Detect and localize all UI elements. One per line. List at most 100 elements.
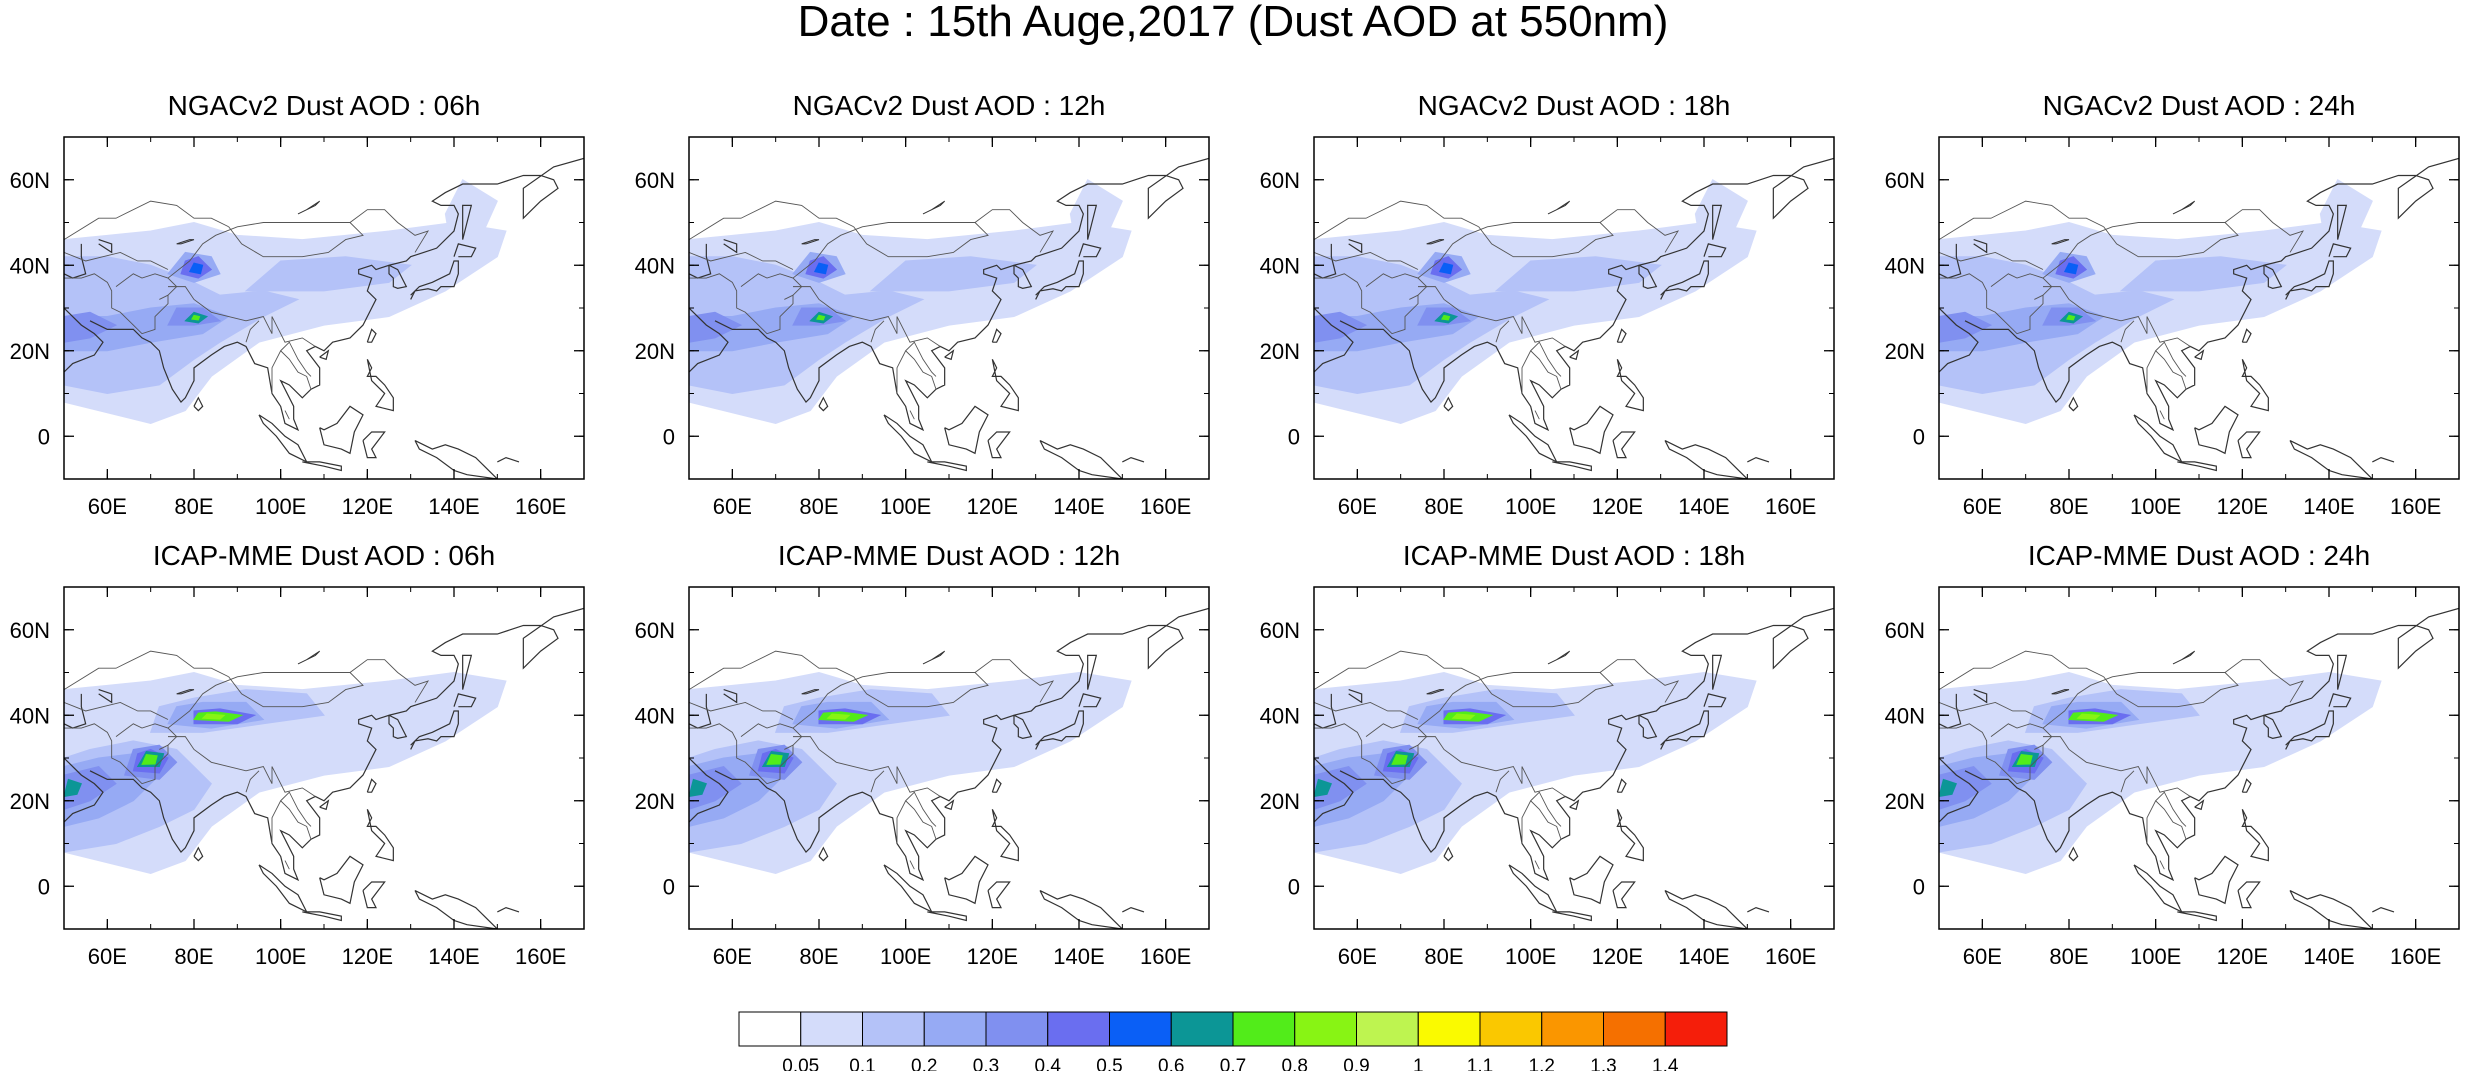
- dust-aod-field: [1314, 778, 1332, 797]
- coastline: [89, 157, 584, 432]
- country-boundary: [1530, 341, 1562, 377]
- coastline: [1569, 349, 1580, 361]
- panel-title: ICAP-MME Dust AOD : 12h: [777, 540, 1121, 571]
- country-boundary: [2146, 799, 2187, 844]
- longitude-tick-label: 80E: [2049, 494, 2088, 519]
- longitude-tick-label: 120E: [342, 944, 393, 969]
- dust-aod-field: [201, 713, 226, 720]
- coastline: [319, 349, 330, 361]
- dust-aod-field: [191, 314, 201, 321]
- latitude-tick-label: 60N: [1260, 618, 1300, 643]
- coastline: [2241, 778, 2252, 793]
- coastline: [1712, 654, 1723, 690]
- coastline: [1314, 757, 1354, 823]
- country-boundary: [1409, 744, 1419, 750]
- country-boundary: [1939, 650, 2104, 690]
- lake-outline: [2051, 689, 2070, 695]
- coastline: [2372, 456, 2395, 463]
- longitude-tick-label: 140E: [1678, 944, 1729, 969]
- lake-outline: [1426, 239, 1445, 245]
- country-boundary: [792, 209, 1055, 279]
- coastline: [1339, 157, 1834, 432]
- coastline: [414, 889, 499, 929]
- coastline: [1569, 855, 1614, 905]
- country-boundary: [168, 286, 316, 347]
- country-boundary: [909, 410, 915, 420]
- longitude-tick-label: 100E: [2130, 494, 2181, 519]
- coastline: [302, 911, 342, 922]
- latitude-tick-label: 20N: [1260, 339, 1300, 364]
- country-boundary: [228, 222, 364, 258]
- coastline: [64, 693, 87, 729]
- dust-aod-field: [2076, 713, 2101, 720]
- latitude-tick-label: 60N: [1885, 618, 1925, 643]
- latitude-tick-label: 20N: [635, 789, 675, 814]
- coastline: [362, 881, 386, 909]
- country-boundary: [1534, 860, 1540, 870]
- coastline: [2372, 906, 2395, 913]
- longitude-tick-label: 160E: [1140, 494, 1191, 519]
- map-panel: 60E 80E 100E 120E 140E 160E 60N 40N 20N 0: [1260, 586, 1835, 969]
- dust-aod-field: [188, 262, 204, 275]
- coastline: [193, 396, 204, 412]
- country-boundary: [792, 659, 1055, 729]
- country-boundary: [1495, 770, 1510, 793]
- coastline: [193, 846, 204, 862]
- dust-aod-field: [2066, 314, 2076, 321]
- country-boundary: [168, 736, 316, 797]
- dust-aod-field: [2016, 754, 2033, 765]
- longitude-tick-label: 100E: [880, 944, 931, 969]
- coastline: [2237, 431, 2261, 459]
- country-boundary: [64, 723, 178, 785]
- dust-aod-field: [689, 778, 707, 797]
- coastline: [2194, 799, 2205, 811]
- coastline: [1939, 757, 1979, 823]
- coastline: [1039, 889, 1124, 929]
- coastline: [319, 405, 364, 455]
- dust-aod-field: [64, 311, 118, 343]
- country-boundary: [1418, 736, 1566, 797]
- coastline: [723, 239, 738, 254]
- latitude-tick-label: 40N: [635, 253, 675, 278]
- latitude-tick-label: 40N: [10, 703, 50, 728]
- longitude-tick-label: 100E: [255, 944, 306, 969]
- coastline: [319, 855, 364, 905]
- longitude-tick-label: 120E: [1592, 944, 1643, 969]
- country-boundary: [784, 744, 794, 750]
- latitude-tick-label: 60N: [10, 168, 50, 193]
- latitude-tick-label: 0: [1913, 874, 1925, 899]
- map-panel: 60E 80E 100E 120E 140E 160E 60N 40N 20N 0: [10, 136, 585, 519]
- coastline: [2328, 693, 2352, 708]
- coastline: [1443, 846, 1454, 862]
- latitude-tick-label: 0: [1288, 424, 1300, 449]
- coastline: [689, 757, 729, 823]
- country-boundary: [2159, 860, 2165, 870]
- lake-outline: [1426, 689, 1445, 695]
- longitude-tick-label: 120E: [342, 494, 393, 519]
- latitude-tick-label: 0: [1913, 424, 1925, 449]
- panel-title: ICAP-MME Dust AOD : 24h: [2027, 540, 2371, 571]
- longitude-tick-label: 60E: [88, 944, 127, 969]
- lake-outline: [922, 650, 946, 665]
- country-boundary: [2043, 736, 2191, 797]
- dust-aod-field: [1939, 778, 1957, 797]
- longitude-tick-label: 140E: [2303, 944, 2354, 969]
- longitude-tick-label: 60E: [1338, 944, 1377, 969]
- coastline: [991, 778, 1002, 793]
- coastline: [2068, 846, 2079, 862]
- longitude-tick-label: 100E: [255, 494, 306, 519]
- country-boundary: [167, 659, 430, 729]
- coastline: [2337, 654, 2348, 690]
- country-boundary: [64, 701, 169, 720]
- country-boundary: [1314, 723, 1428, 785]
- longitude-tick-label: 120E: [2217, 494, 2268, 519]
- coastline: [98, 689, 113, 704]
- longitude-tick-label: 100E: [1505, 494, 1556, 519]
- longitude-tick-label: 160E: [1140, 944, 1191, 969]
- longitude-tick-label: 140E: [1053, 494, 1104, 519]
- longitude-tick-label: 100E: [1505, 944, 1556, 969]
- map-panel: 60E 80E 100E 120E 140E 160E 60N 40N 20N 0: [1885, 586, 2460, 969]
- coastline: [991, 809, 1019, 862]
- country-boundary: [689, 701, 794, 720]
- coastline: [1087, 204, 1098, 240]
